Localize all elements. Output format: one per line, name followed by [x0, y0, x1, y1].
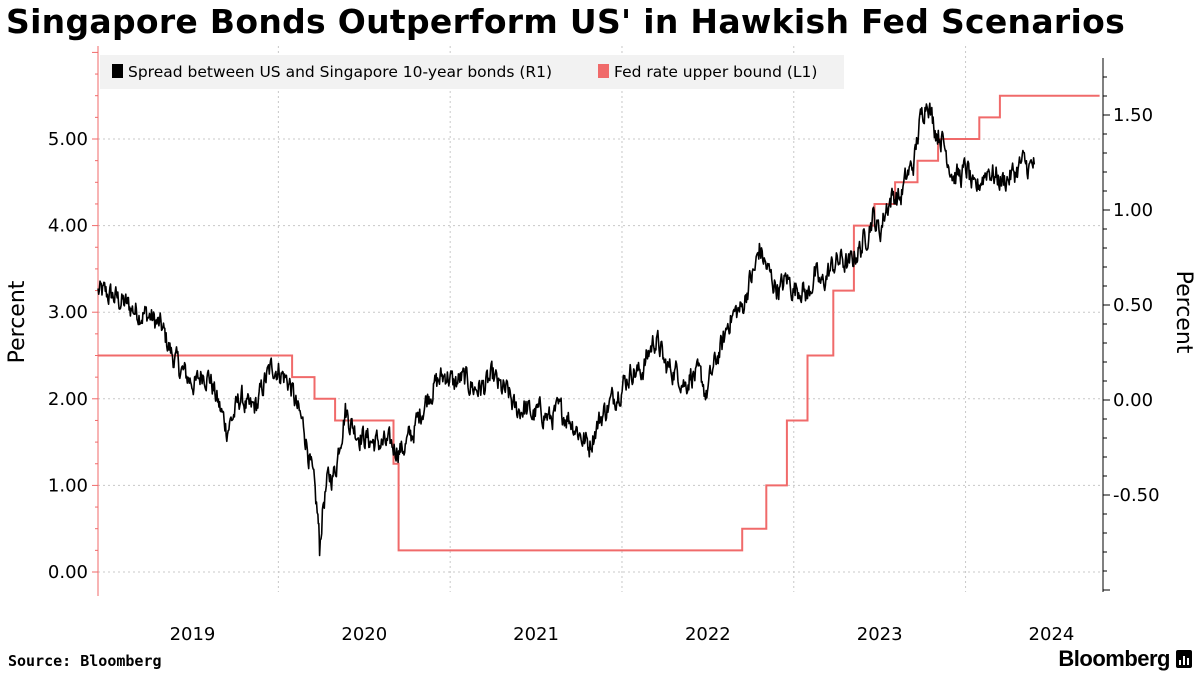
source-label: Source: Bloomberg	[8, 652, 162, 670]
left-tick-label: 0.00	[48, 562, 88, 583]
bloomberg-logo: Bloomberg	[1058, 646, 1170, 671]
left-tick-label: 3.00	[48, 302, 88, 323]
right-axis-title: Percent	[1171, 271, 1196, 354]
spread-line	[97, 102, 1036, 557]
fed-rate-line	[98, 94, 1100, 552]
x-tick-label: 2023	[857, 624, 903, 645]
axes: 0.00 1.00 2.00 3.00 4.00 5.00 -0.50 0.00 0.50 1.0…	[5, 46, 1196, 645]
right-tick-label: 0.50	[1113, 295, 1153, 316]
legend-swatch-spread	[112, 64, 123, 78]
legend-swatch-fed	[598, 64, 609, 78]
legend-label-fed: Fed rate upper bound (L1)	[614, 63, 817, 81]
left-axis-title: Percent	[5, 280, 30, 363]
left-tick-label: 2.00	[48, 389, 88, 410]
bloomberg-terminal-icon	[1176, 650, 1192, 668]
x-tick-label: 2020	[341, 624, 387, 645]
series-layer	[97, 94, 1100, 557]
x-tick-label: 2021	[513, 624, 559, 645]
right-tick-label: 1.00	[1113, 200, 1153, 221]
right-tick-label: -0.50	[1113, 485, 1160, 506]
chart-title: Singapore Bonds Outperform US' in Hawkis…	[6, 2, 1126, 41]
x-tick-label: 2024	[1029, 624, 1075, 645]
x-tick-label: 2019	[170, 624, 216, 645]
gridlines	[97, 46, 1103, 592]
left-tick-label: 5.00	[48, 129, 88, 150]
x-tick-label: 2022	[685, 624, 731, 645]
left-tick-label: 4.00	[48, 216, 88, 237]
right-tick-label: 1.50	[1113, 105, 1153, 126]
left-tick-label: 1.00	[48, 475, 88, 496]
right-tick-label: 0.00	[1113, 390, 1153, 411]
legend: Spread between US and Singapore 10-year …	[100, 55, 844, 89]
legend-background	[100, 55, 844, 89]
legend-label-spread: Spread between US and Singapore 10-year …	[128, 63, 552, 81]
